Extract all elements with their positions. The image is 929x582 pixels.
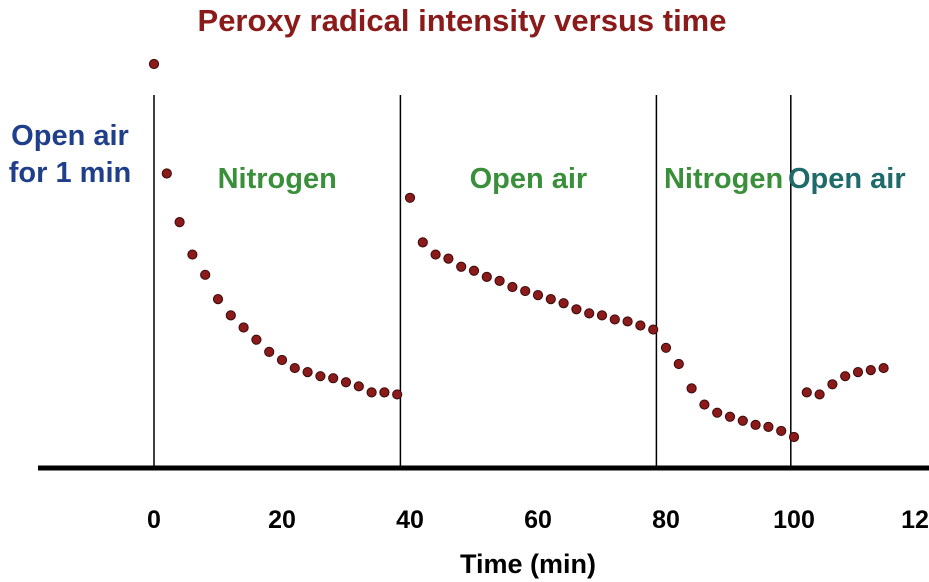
data-point bbox=[840, 371, 851, 382]
data-point bbox=[340, 377, 352, 388]
data-point bbox=[392, 389, 403, 400]
data-point bbox=[212, 294, 224, 305]
data-point bbox=[507, 281, 518, 293]
x-tick-label: 120 bbox=[901, 506, 929, 534]
data-point bbox=[443, 253, 454, 264]
phase-label: Open air bbox=[11, 120, 129, 152]
data-point bbox=[865, 365, 876, 376]
data-point bbox=[328, 373, 339, 384]
data-point bbox=[878, 362, 889, 374]
x-tick-label: 20 bbox=[268, 506, 296, 534]
data-point bbox=[596, 310, 608, 321]
data-point bbox=[558, 298, 569, 309]
data-point bbox=[724, 411, 736, 422]
data-point bbox=[852, 367, 864, 378]
data-point bbox=[737, 415, 748, 426]
data-point bbox=[622, 316, 633, 327]
data-point bbox=[763, 421, 774, 432]
x-tick-label: 80 bbox=[652, 506, 680, 534]
phase-boundaries bbox=[153, 95, 792, 468]
data-point bbox=[264, 346, 275, 357]
data-point bbox=[238, 322, 249, 333]
data-point bbox=[200, 269, 211, 280]
data-point bbox=[660, 342, 672, 353]
x-axis-ticks: 0 20 40 60 80 100 120 bbox=[147, 506, 929, 534]
data-point bbox=[404, 192, 416, 203]
x-tick-label: 100 bbox=[773, 506, 815, 534]
phase-label: Nitrogen bbox=[664, 163, 783, 195]
data-point bbox=[776, 425, 787, 437]
data-point bbox=[456, 261, 467, 272]
data-point bbox=[353, 381, 364, 392]
chart-title: Peroxy radical intensity versus time bbox=[198, 3, 727, 38]
data-point bbox=[366, 387, 377, 398]
data-point bbox=[276, 354, 288, 366]
data-point bbox=[161, 168, 172, 179]
data-point bbox=[827, 379, 838, 390]
data-point bbox=[788, 431, 800, 443]
data-point bbox=[814, 389, 825, 400]
x-tick-label: 0 bbox=[147, 506, 161, 534]
phase-label: for 1 min bbox=[9, 157, 131, 189]
data-point bbox=[571, 304, 582, 315]
data-point bbox=[302, 367, 313, 378]
data-point bbox=[417, 237, 428, 248]
data-point bbox=[379, 387, 390, 398]
data-point bbox=[801, 387, 812, 398]
data-point bbox=[430, 249, 441, 260]
data-point bbox=[481, 271, 492, 282]
phase-label: Nitrogen bbox=[218, 163, 337, 195]
data-point bbox=[648, 324, 659, 335]
data-point bbox=[289, 362, 300, 374]
data-point bbox=[635, 320, 646, 331]
data-point bbox=[225, 310, 236, 321]
data-point bbox=[750, 419, 761, 430]
data-point bbox=[251, 334, 262, 345]
data-point bbox=[148, 58, 160, 70]
x-axis-label: Time (min) bbox=[460, 549, 596, 579]
data-point bbox=[532, 289, 544, 301]
data-point bbox=[584, 308, 595, 319]
data-point bbox=[468, 265, 480, 276]
x-tick-label: 60 bbox=[524, 506, 552, 534]
data-point bbox=[520, 285, 531, 297]
data-point bbox=[315, 371, 326, 382]
data-point bbox=[494, 275, 505, 287]
phase-label: Open air bbox=[470, 163, 588, 195]
data-point bbox=[187, 249, 198, 260]
data-points bbox=[148, 58, 889, 443]
data-point bbox=[174, 217, 185, 228]
data-point bbox=[673, 358, 684, 370]
data-point bbox=[712, 407, 723, 418]
phase-label: Open air bbox=[788, 163, 906, 195]
data-point bbox=[699, 399, 710, 410]
x-tick-label: 40 bbox=[396, 506, 424, 534]
data-point bbox=[609, 314, 620, 325]
data-point bbox=[686, 383, 697, 394]
data-point bbox=[545, 294, 556, 305]
